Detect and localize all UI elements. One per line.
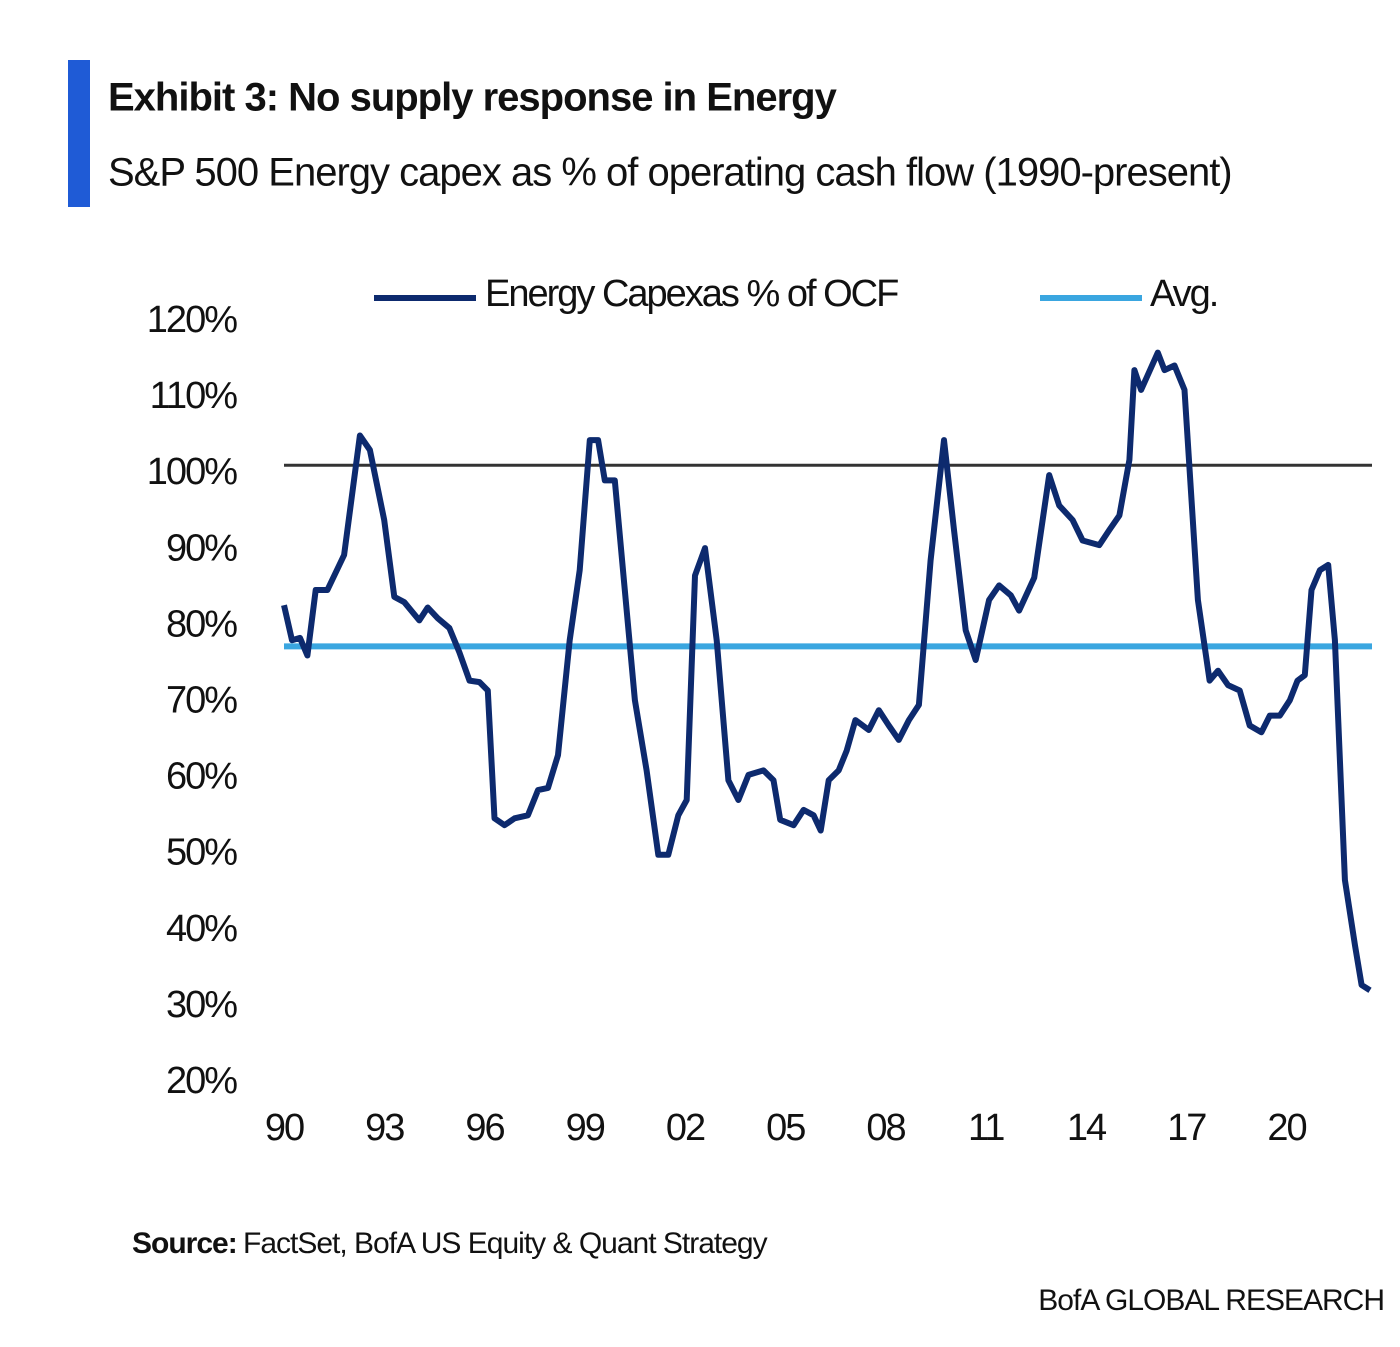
chart-title: Exhibit 3: No supply response in Energy (108, 76, 838, 120)
x-tick-label: 99 (566, 1107, 605, 1149)
source-label: Source: (132, 1227, 237, 1260)
x-tick-label: 17 (1167, 1107, 1206, 1149)
chart-subtitle: S&P 500 Energy capex as % of operating c… (108, 151, 1232, 195)
x-tick-label: 20 (1267, 1107, 1306, 1149)
y-tick-label: 100% (147, 451, 237, 493)
x-tick-label: 11 (968, 1107, 1004, 1149)
title-accent (68, 60, 90, 207)
y-tick-label: 80% (166, 603, 237, 645)
x-tick-label: 14 (1067, 1107, 1107, 1149)
x-tick-label: 08 (866, 1107, 905, 1149)
x-tick-label: 05 (766, 1107, 805, 1149)
y-tick-label: 30% (166, 984, 237, 1026)
footer: BofA GLOBAL RESEARCH (1038, 1284, 1384, 1317)
y-tick-label: 120% (147, 299, 237, 341)
y-tick-label: 90% (166, 527, 237, 569)
x-tick-label: 90 (265, 1107, 304, 1149)
x-tick-label: 96 (465, 1107, 504, 1149)
legend-label: Energy Capexas % of OCF (485, 273, 898, 315)
y-tick-label: 60% (166, 756, 237, 798)
x-tick-label: 93 (365, 1107, 404, 1149)
y-tick-label: 20% (166, 1060, 237, 1102)
y-tick-label: 40% (166, 908, 237, 950)
y-tick-label: 110% (150, 375, 238, 417)
series-line (281, 349, 1372, 993)
legend-label: Avg. (1150, 273, 1217, 315)
x-tick-label: 02 (666, 1107, 705, 1149)
source-text: FactSet, BofA US Equity & Quant Strategy (243, 1227, 768, 1260)
y-tick-label: 50% (166, 832, 237, 874)
y-tick-label: 70% (166, 680, 237, 722)
